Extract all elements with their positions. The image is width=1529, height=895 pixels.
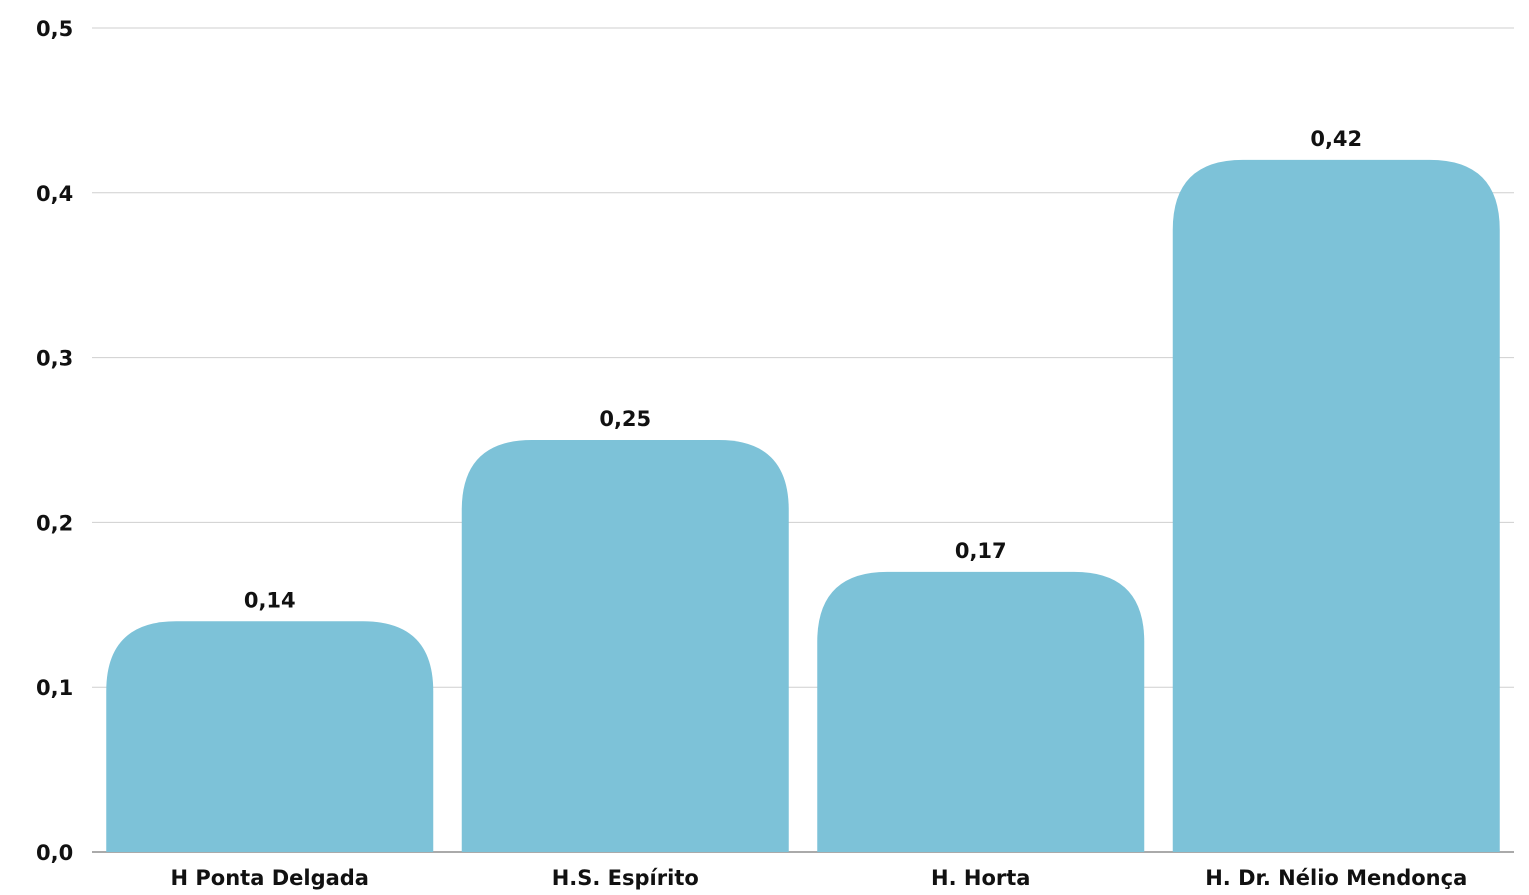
category-label: H. Dr. Nélio Mendonça [1205, 866, 1467, 890]
bar [817, 571, 1145, 852]
category-label: H.S. Espírito [552, 866, 699, 890]
y-tick-label: 0,0 [36, 841, 73, 865]
bar [1172, 159, 1500, 853]
y-tick-label: 0,4 [36, 182, 73, 206]
bar [106, 621, 434, 852]
x-axis-categories: H Ponta Delgada H.S. Espírito H. Horta H. D… [171, 866, 1468, 890]
bar-value-label: 0,42 [1310, 127, 1362, 151]
y-tick-label: 0,2 [36, 511, 73, 535]
bar-value-label: 0,17 [955, 539, 1007, 563]
data-labels: 0,14 0,25 0,17 0,42 [244, 127, 1362, 612]
category-label: H. Horta [931, 866, 1030, 890]
bar-value-label: 0,14 [244, 588, 296, 612]
y-tick-label: 0,1 [36, 676, 73, 700]
category-label: H Ponta Delgada [171, 866, 369, 890]
y-tick-label: 0,5 [36, 17, 73, 41]
y-axis-ticks: 0,0 0,1 0,2 0,3 0,4 0,5 [36, 17, 73, 865]
bar-value-label: 0,25 [599, 407, 651, 431]
y-tick-label: 0,3 [36, 347, 73, 371]
bar [461, 440, 789, 852]
bars [106, 159, 1500, 853]
